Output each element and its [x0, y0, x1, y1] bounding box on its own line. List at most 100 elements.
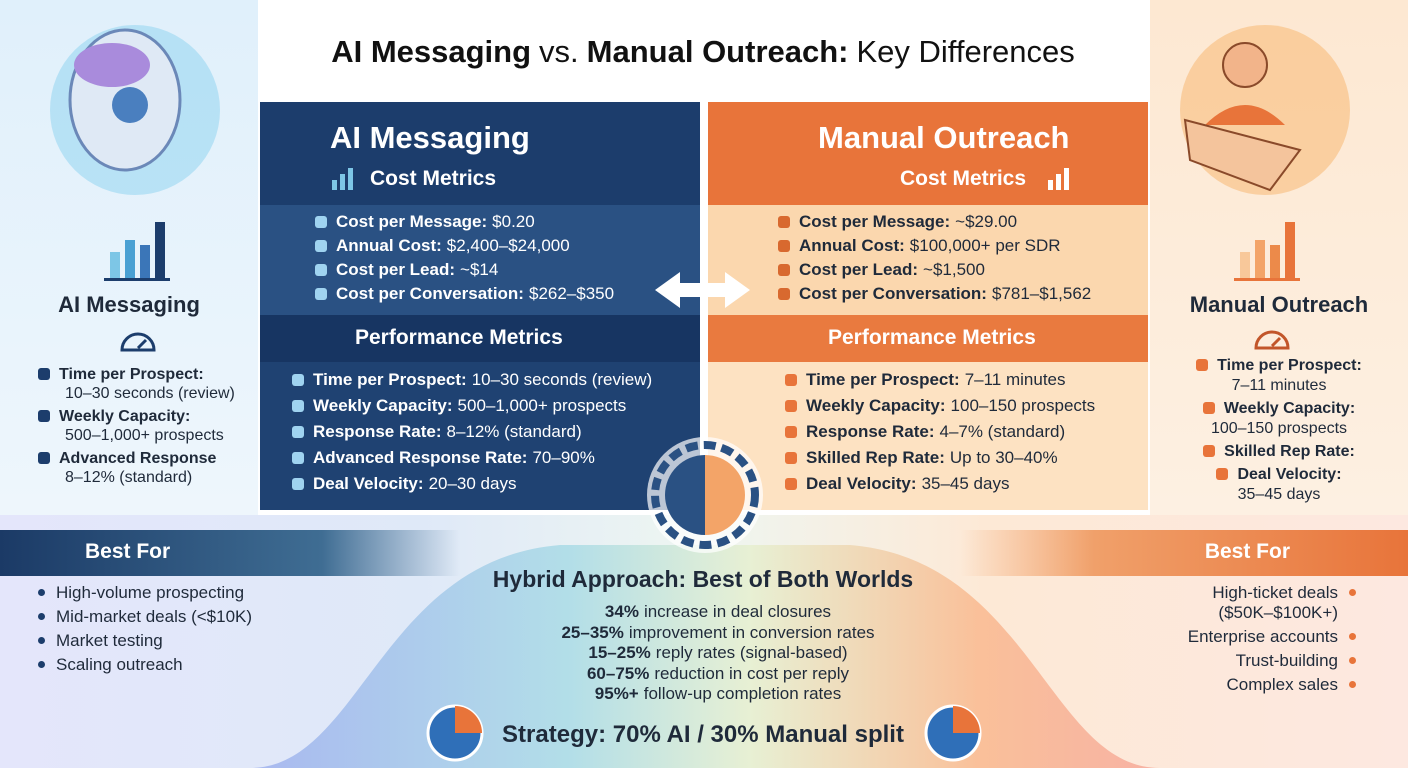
metric-label: Cost per Message: [799, 212, 951, 231]
hybrid-text: reply rates (signal-based) [655, 643, 848, 662]
icon [38, 452, 50, 464]
icon [785, 374, 797, 386]
icon [785, 478, 797, 490]
panel-item-value: 8–12% (standard) [65, 469, 193, 486]
bullet [38, 589, 45, 596]
best-for-text: Complex sales [1226, 675, 1339, 694]
panel-item-label: Deal Velocity: [1150, 466, 1408, 484]
hybrid-icon [647, 437, 763, 553]
best-for-heading: Best For [85, 540, 171, 563]
metric-value: $781–$1,562 [991, 284, 1092, 303]
best-for-item: ($50K–$100K+) [1218, 603, 1356, 623]
best-for-item: Market testing [38, 631, 163, 651]
best-for-item: Complex sales [1226, 675, 1356, 695]
metric-row: Deal Velocity: 35–45 days [785, 474, 1009, 494]
title-plain: Key Differences [856, 34, 1075, 69]
metric-label: Time per Prospect: [313, 370, 467, 389]
best-for-text: Mid-market deals (<$10K) [56, 607, 253, 626]
icon [778, 288, 790, 300]
icon [315, 264, 327, 276]
icon [315, 288, 327, 300]
metric-value: 20–30 days [428, 474, 517, 493]
metric-value: ~$1,500 [923, 260, 985, 279]
metric-value: 100–150 prospects [950, 396, 1096, 415]
best-for-text: ($50K–$100K+) [1218, 603, 1338, 622]
metric-label: Weekly Capacity: [806, 396, 946, 415]
best-for-item: Mid-market deals (<$10K) [38, 607, 252, 627]
best-for-item: High-volume prospecting [38, 583, 244, 603]
metric-row: Advanced Response Rate: 70–90% [292, 448, 595, 468]
hybrid-figure: 25–35% [561, 622, 624, 642]
metric-row: Skilled Rep Rate: Up to 30–40% [785, 448, 1058, 468]
icon [292, 478, 304, 490]
metric-value: 35–45 days [921, 474, 1010, 493]
best-for-text: High-volume prospecting [56, 583, 245, 602]
icon [292, 374, 304, 386]
icon [1196, 359, 1209, 371]
card-title: AI Messaging [330, 120, 530, 155]
metric-value: ~$14 [460, 260, 499, 279]
hybrid-figure: 60–75% [586, 663, 650, 683]
panel-label: Deal Velocity: [1237, 466, 1342, 483]
pie-icon [426, 704, 484, 762]
metric-label: Deal Velocity: [806, 474, 917, 493]
metric-label: Weekly Capacity: [313, 396, 453, 415]
bar-icon [104, 222, 170, 281]
metric-row: Time per Prospect: 10–30 seconds (review) [292, 370, 652, 390]
metric-row: Cost per Conversation: $262–$350 [315, 284, 614, 304]
bar-icon [1234, 222, 1300, 281]
icon [38, 410, 50, 422]
icon [1202, 402, 1215, 414]
icon [38, 368, 50, 380]
section-heading: Cost Metrics [900, 167, 1027, 190]
hybrid-text: improvement in conversion rates [628, 622, 875, 642]
icon [778, 216, 790, 228]
hybrid-title: Hybrid Approach: Best of Both Worlds [492, 566, 914, 592]
bar-icon [332, 168, 353, 190]
icon [1203, 445, 1216, 457]
ai-cost-bg [260, 205, 700, 315]
bullet [1349, 657, 1356, 664]
icon [315, 216, 327, 228]
icon [785, 400, 797, 412]
panel-label: Time per Prospect: [59, 366, 204, 383]
icon [778, 240, 790, 252]
bullet [1349, 589, 1356, 596]
metric-value: 500–1,000+ prospects [457, 396, 627, 415]
best-for-text: High-ticket deals [1212, 583, 1338, 602]
card-title: Manual Outreach [818, 120, 1070, 155]
icon [785, 452, 797, 464]
best-for-bar [0, 530, 460, 576]
title-bold: Manual Outreach: [586, 34, 849, 69]
hybrid-figure: 95%+ [594, 684, 639, 703]
robot-icon [50, 25, 220, 195]
page-title: AI Messaging vs. Manual Outreach: Key Diffe… [258, 34, 1148, 70]
metric-row: Weekly Capacity: 500–1,000+ prospects [292, 396, 626, 416]
panel-label: Time per Prospect: [1217, 357, 1362, 374]
panel-item-label: Skilled Rep Rate: [1150, 443, 1408, 461]
metric-value: 7–11 minutes [964, 370, 1066, 389]
metric-row: Annual Cost: $100,000+ per SDR [778, 236, 1061, 256]
panel-item-value: 35–45 days [1237, 486, 1321, 503]
panel-label: Skilled Rep Rate: [1224, 443, 1355, 460]
metric-row: Cost per Conversation: $781–$1,562 [778, 284, 1091, 304]
section-heading: Cost Metrics [370, 167, 497, 190]
hybrid-text: follow-up completion rates [643, 684, 842, 703]
metric-row: Response Rate: 8–12% (standard) [292, 422, 582, 442]
metric-row: Annual Cost: $2,400–$24,000 [315, 236, 570, 256]
hybrid-figure: 15–25% [588, 643, 651, 662]
metric-label: Annual Cost: [799, 236, 905, 255]
hybrid-figure: 34% [604, 602, 639, 621]
strategy: Strategy: 70% AI / 30% Manual split [502, 721, 904, 748]
panel-item-label: Weekly Capacity: [38, 408, 190, 426]
metric-row: Cost per Lead: ~$14 [315, 260, 498, 280]
best-for-bar [960, 530, 1408, 576]
metric-row: Deal Velocity: 20–30 days [292, 474, 516, 494]
hybrid-line: 15–25% reply rates (signal-based) [418, 643, 1018, 663]
metric-label: Response Rate: [313, 422, 442, 441]
ai-perf-header-bg [260, 315, 700, 362]
metric-row: Time per Prospect: 7–11 minutes [785, 370, 1066, 390]
metric-label: Response Rate: [806, 422, 935, 441]
best-for-text: Enterprise accounts [1187, 627, 1338, 646]
